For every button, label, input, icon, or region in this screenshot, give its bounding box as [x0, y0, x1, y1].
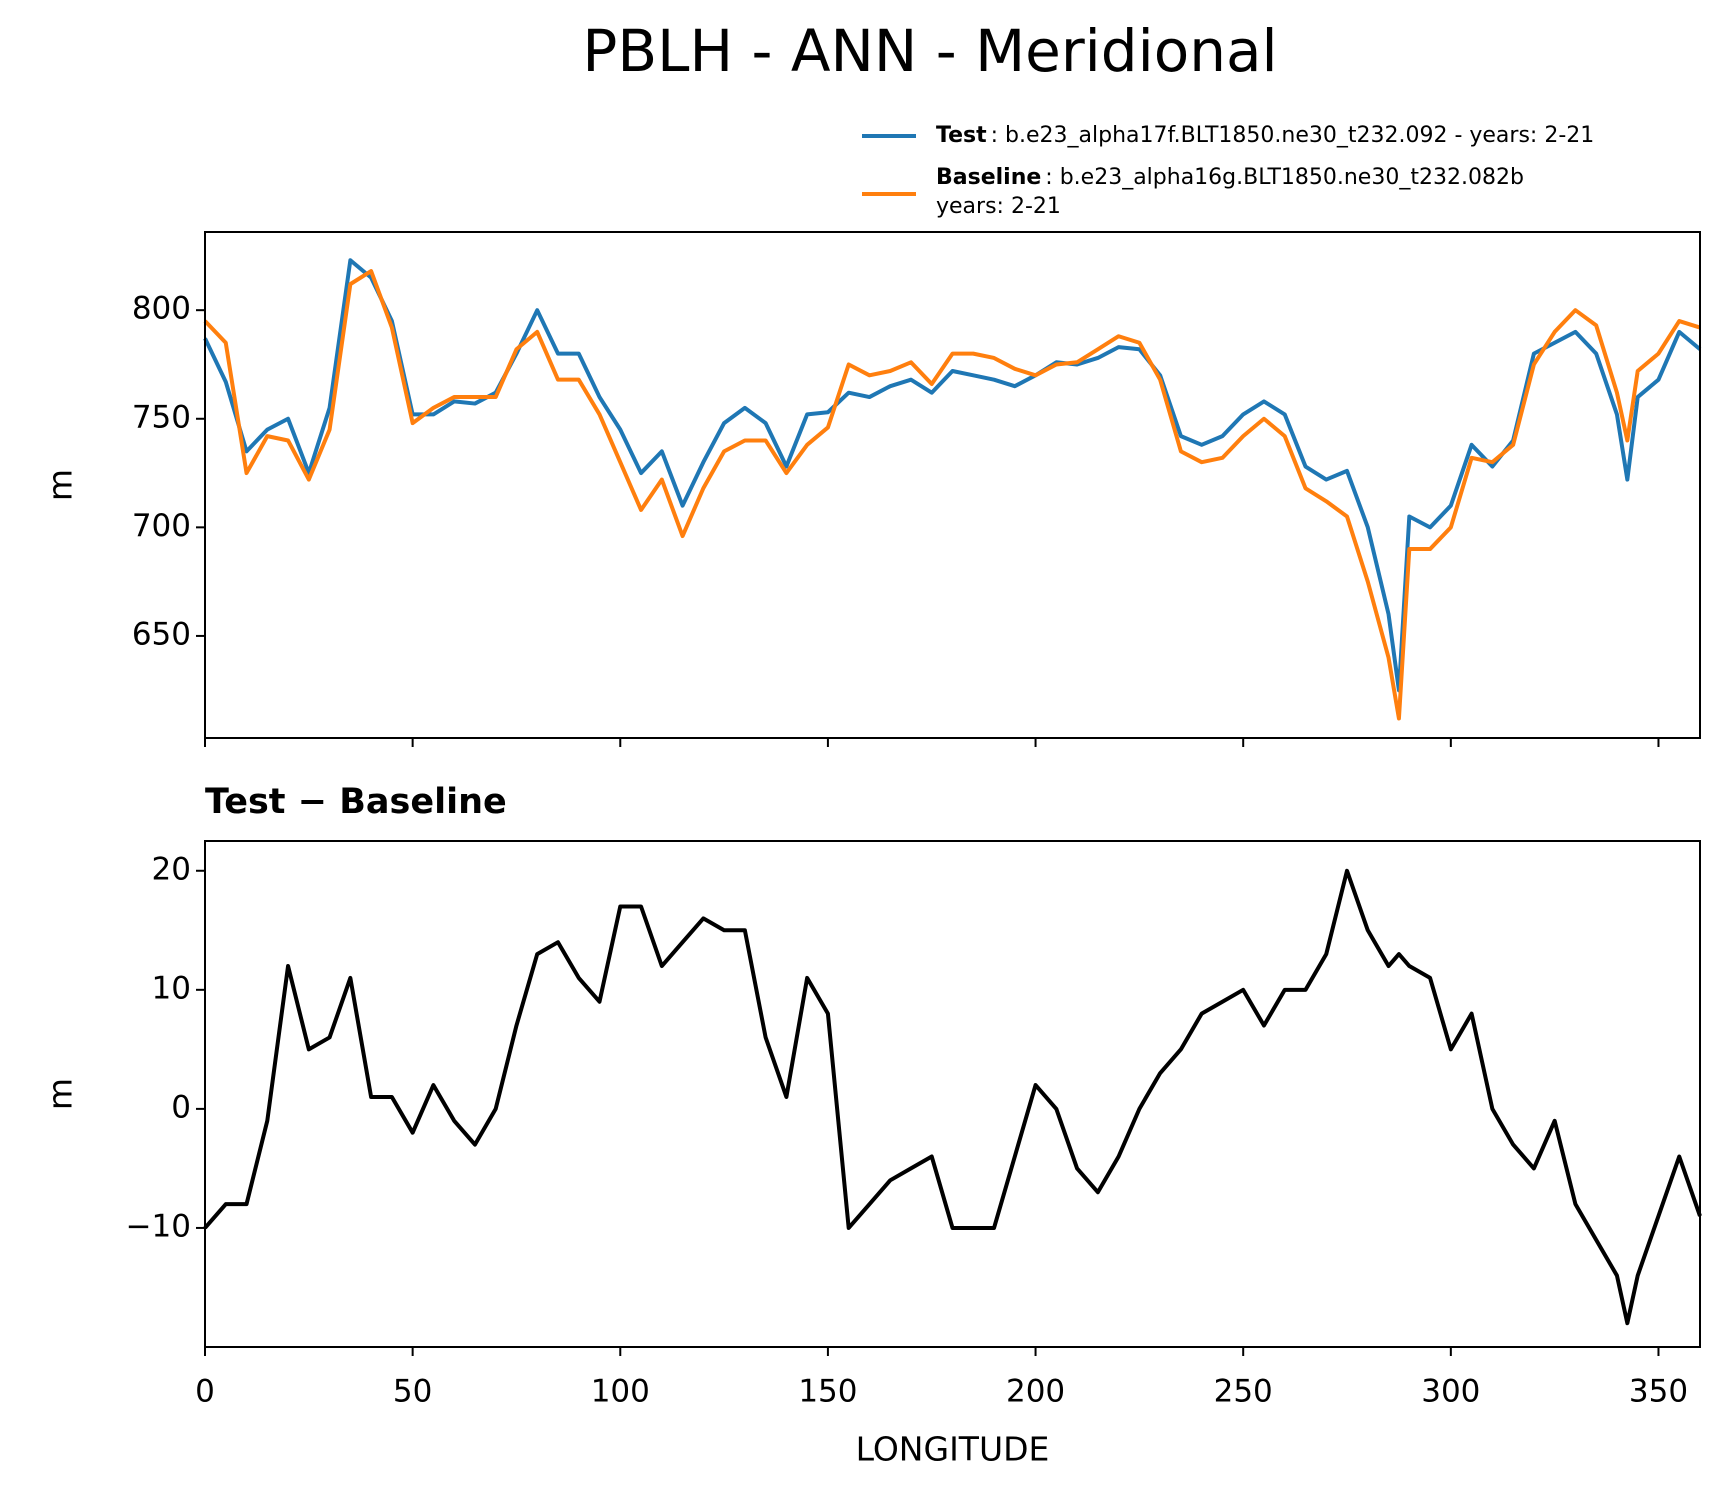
x-tick-label: 50	[393, 1374, 432, 1410]
x-tick-label: 200	[1006, 1374, 1065, 1410]
plot-frame	[204, 840, 1701, 1348]
plot-frame	[204, 231, 1701, 739]
legend-name: Baseline	[936, 165, 1041, 190]
y-axis-label: m	[41, 1078, 80, 1110]
legend-name: Test	[936, 123, 987, 148]
y-axis-label: m	[41, 469, 80, 501]
series-line	[203, 269, 1701, 721]
legend-description: : b.e23_alpha16g.BLT1850.ne30_t232.082b	[1045, 165, 1524, 190]
series-line	[203, 868, 1702, 1326]
x-tick-label: 250	[1214, 1374, 1273, 1410]
x-tick-label: 100	[591, 1374, 650, 1410]
y-tick-label: 750	[132, 399, 191, 435]
x-tick-label: 150	[798, 1374, 857, 1410]
figure-title: PBLH - ANN - Meridional	[582, 17, 1277, 85]
y-tick-label: 800	[132, 291, 191, 327]
x-axis-label: LONGITUDE	[856, 1430, 1050, 1469]
series-line	[203, 258, 1702, 693]
y-tick-label: 10	[152, 970, 191, 1006]
y-tick-label: 650	[132, 616, 191, 652]
legend-description: : b.e23_alpha17f.BLT1850.ne30_t232.092 -…	[991, 123, 1595, 148]
x-tick-label: 0	[195, 1374, 215, 1410]
x-tick-label: 300	[1421, 1374, 1480, 1410]
y-tick-label: 20	[152, 851, 191, 887]
y-tick-label: 700	[132, 508, 191, 544]
y-tick-label: 0	[171, 1089, 191, 1125]
panel-title: Test − Baseline	[205, 782, 507, 822]
legend-description: years: 2-21	[936, 194, 1061, 219]
x-tick-label: 350	[1629, 1374, 1688, 1410]
y-tick-label: −10	[126, 1208, 191, 1244]
